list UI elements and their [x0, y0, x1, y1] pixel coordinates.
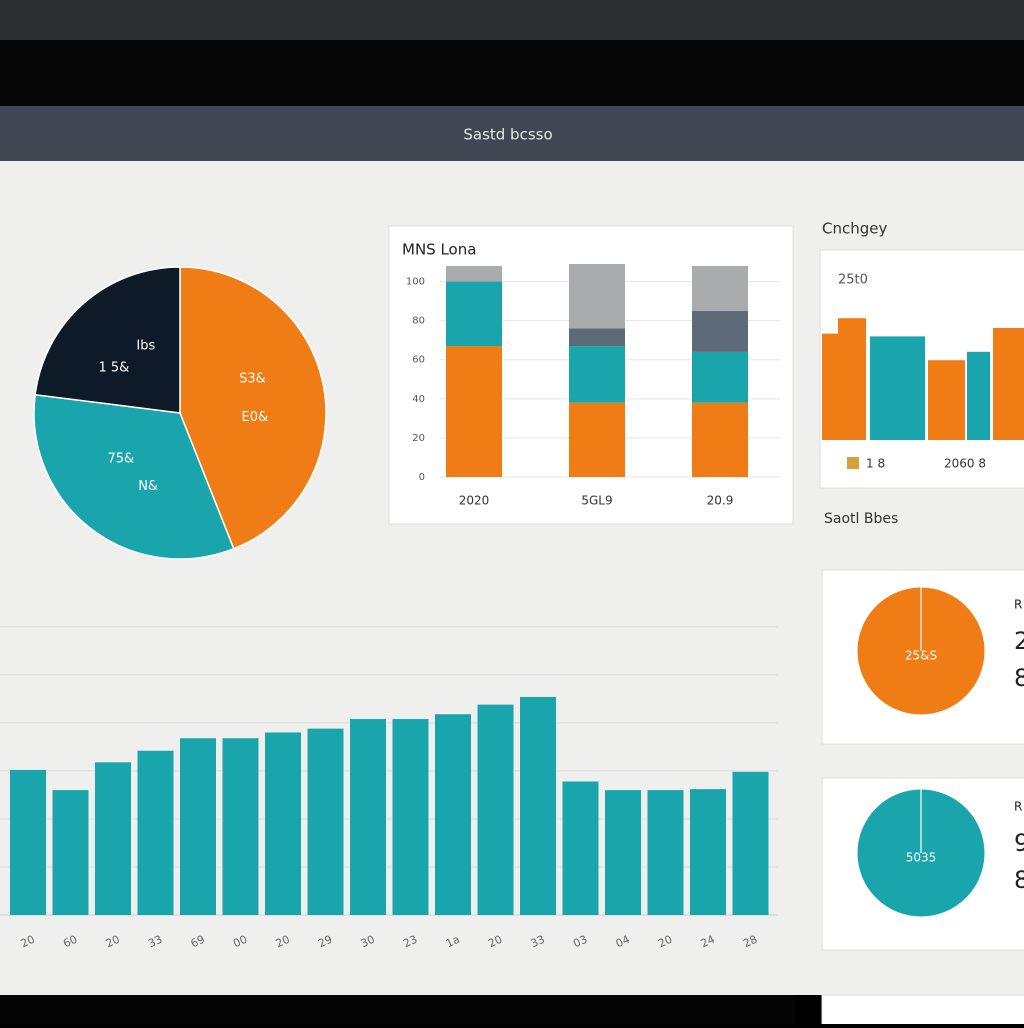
bar — [477, 704, 514, 915]
x-tick-label: 20.9 — [707, 494, 734, 508]
bar — [732, 771, 769, 915]
bar — [180, 738, 216, 915]
pie-label: E0& — [242, 410, 269, 425]
bar-segment — [692, 351, 748, 403]
pie-label: 75& — [107, 452, 134, 467]
x-tick-label: 00 — [231, 933, 249, 951]
card-text: 2 — [1014, 627, 1024, 655]
bezel — [0, 995, 795, 1024]
x-tick-label: 29 — [316, 933, 334, 951]
card — [821, 994, 1024, 1028]
legend-label: 2060 8 — [944, 457, 986, 471]
pie-label: 5035 — [906, 851, 937, 865]
bar — [993, 328, 1024, 440]
bezel — [0, 40, 1024, 106]
bar-segment — [569, 402, 625, 477]
x-tick-label: 30 — [359, 933, 377, 951]
legend-swatch — [847, 457, 859, 469]
bar — [137, 750, 174, 915]
bar — [520, 696, 556, 915]
bar — [690, 789, 726, 915]
bar-segment — [446, 265, 502, 282]
pie-label: 25&S — [905, 649, 937, 663]
x-tick-label: 69 — [189, 933, 207, 951]
x-tick-label: 33 — [529, 933, 547, 951]
bar — [222, 738, 259, 915]
x-tick-label: 03 — [571, 933, 589, 951]
pie-slice — [33, 393, 235, 560]
x-tick-label: 04 — [614, 933, 632, 951]
bar-segment — [692, 310, 748, 352]
bar — [647, 790, 684, 915]
x-tick-label: 28 — [741, 933, 759, 951]
y-tick-label: 40 — [412, 394, 425, 405]
bar-segment — [446, 346, 502, 477]
y-tick-label: 100 — [406, 277, 425, 288]
bar-segment — [569, 328, 625, 347]
card-text: R — [1014, 598, 1022, 612]
card-text: 8 — [1014, 664, 1024, 692]
pie-label: 1 5& — [98, 360, 129, 375]
card-text: 8 — [1014, 866, 1024, 894]
bar-segment — [569, 346, 625, 403]
bar — [562, 781, 599, 915]
pie-label: N& — [138, 479, 158, 494]
x-tick-label: 20 — [274, 933, 292, 951]
y-tick-label: 60 — [412, 355, 425, 366]
y-tick-label: 80 — [412, 316, 425, 327]
pie-label: Ibs — [136, 339, 155, 354]
header-bar — [0, 106, 1024, 161]
bar — [307, 728, 344, 915]
pie-slice — [179, 266, 327, 550]
panel-title: Saotl Bbes — [824, 511, 898, 527]
x-tick-label: 5GL9 — [581, 494, 612, 508]
bar — [52, 790, 89, 915]
bar — [967, 351, 990, 440]
x-tick-label: 60 — [61, 933, 79, 951]
bar — [838, 318, 866, 440]
panel-title: MNS Lona — [402, 241, 476, 259]
x-tick-label: 24 — [699, 933, 717, 951]
bar-segment — [446, 281, 502, 347]
bar — [605, 790, 641, 915]
header-title: Sastd bcsso — [463, 126, 552, 144]
panel-title: Cnchgey — [822, 220, 887, 238]
x-tick-label: 1a — [444, 933, 462, 951]
bar — [928, 360, 965, 440]
bar-segment — [569, 263, 625, 329]
bar-segment — [692, 402, 748, 477]
bar — [392, 719, 429, 915]
x-tick-label: 20 — [19, 933, 37, 951]
bezel — [0, 0, 1024, 40]
x-tick-label: 20 — [104, 933, 122, 951]
bar — [435, 714, 471, 915]
pie-slice — [34, 266, 181, 414]
y-tick-label: 20 — [412, 433, 425, 444]
card-text: R — [1014, 800, 1022, 814]
bar — [265, 732, 301, 915]
card-text: 9 — [1014, 829, 1024, 857]
legend-label: 1 8 — [866, 457, 885, 471]
bar — [10, 769, 46, 915]
x-tick-label: 20 — [486, 933, 504, 951]
bar — [350, 719, 386, 915]
y-tick-label: 0 — [419, 472, 425, 483]
bar — [870, 336, 925, 440]
bar — [95, 762, 131, 915]
x-tick-label: 23 — [401, 933, 419, 951]
panel-label: 25t0 — [838, 273, 868, 288]
x-tick-label: 33 — [146, 933, 164, 951]
pie-label: S3& — [239, 372, 266, 387]
bar-segment — [692, 265, 748, 311]
x-tick-label: 20 — [656, 933, 674, 951]
x-tick-label: 2020 — [459, 494, 490, 508]
